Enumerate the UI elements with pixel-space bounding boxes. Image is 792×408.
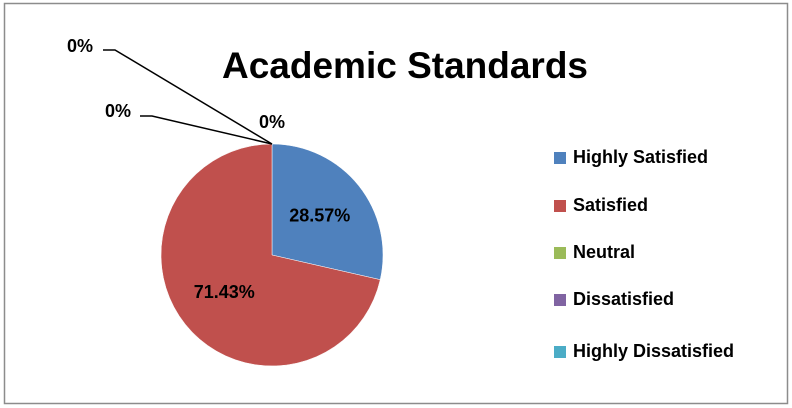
legend-swatch xyxy=(554,294,566,306)
legend-label: Neutral xyxy=(573,242,635,262)
data-label: 71.43% xyxy=(194,282,255,302)
legend-label: Highly Satisfied xyxy=(573,147,708,167)
data-label: 0% xyxy=(105,101,131,121)
data-label: 28.57% xyxy=(289,206,350,226)
pie-slice xyxy=(271,143,384,280)
legend-swatch xyxy=(554,152,566,164)
data-label: 0% xyxy=(259,112,285,132)
legend-swatch xyxy=(554,346,566,358)
legend-label: Highly Dissatisfied xyxy=(573,341,734,361)
legend-label: Dissatisfied xyxy=(573,289,674,309)
legend-label: Satisfied xyxy=(573,195,648,215)
chart-frame xyxy=(3,2,789,405)
data-label: 0% xyxy=(67,36,93,56)
legend-swatch xyxy=(554,200,566,212)
chart-title: Academic Standards xyxy=(222,45,588,86)
legend-swatch xyxy=(554,247,566,259)
leader-line xyxy=(103,49,273,145)
leader-line xyxy=(140,115,273,145)
pie-slice xyxy=(160,143,381,367)
